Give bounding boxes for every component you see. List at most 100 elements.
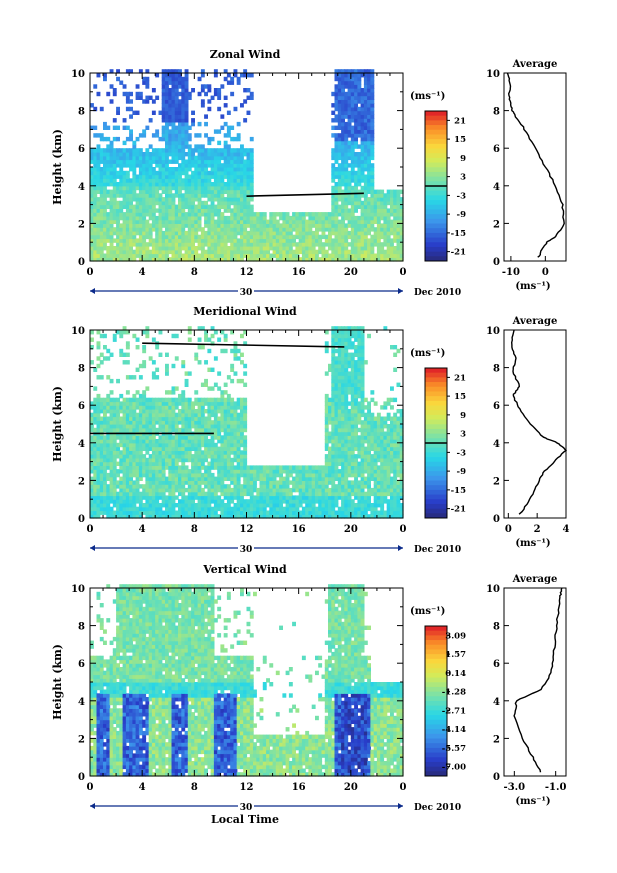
heatmap-cell [217, 397, 222, 403]
heatmap-cell [174, 487, 179, 493]
heatmap-cell [236, 431, 241, 436]
heatmap-cell [243, 200, 248, 206]
heatmap-cell [220, 200, 225, 206]
heatmap-cell [226, 152, 231, 157]
heatmap-cell [174, 80, 179, 85]
heatmap-cell [96, 219, 101, 224]
heatmap-cell [122, 193, 127, 198]
heatmap-cell [334, 91, 339, 97]
heatmap-cell [145, 450, 150, 455]
heatmap-cell [350, 200, 355, 206]
heatmap-cell [187, 503, 192, 508]
heatmap-cell [363, 121, 368, 127]
heatmap-cell [240, 178, 244, 183]
heatmap-cell [142, 246, 147, 251]
heatmap-cell [223, 69, 228, 74]
heatmap-cell [393, 215, 398, 221]
heatmap-cell [158, 152, 163, 157]
heatmap-cell [298, 227, 303, 232]
heatmap-cell [168, 193, 173, 198]
heatmap-cell [292, 238, 296, 243]
heatmap-cell [125, 163, 130, 168]
heatmap-cell [129, 499, 133, 504]
heatmap-cell [155, 197, 160, 202]
heatmap-cell [318, 503, 323, 508]
heatmap-cell [253, 487, 257, 493]
heatmap-cell [259, 480, 264, 485]
heatmap-cell [331, 197, 336, 202]
heatmap-cell [184, 80, 189, 85]
colorbar-step [425, 251, 447, 257]
heatmap-cell [93, 204, 98, 209]
heatmap-cell [282, 469, 287, 474]
heatmap-cell [200, 212, 205, 217]
heatmap-cell [119, 352, 124, 357]
heatmap-cell [236, 76, 241, 82]
heatmap-cell [318, 465, 323, 470]
heatmap-cell [233, 204, 238, 209]
heatmap-cell [99, 223, 104, 228]
heatmap-cell [210, 238, 215, 243]
heatmap-cell [390, 204, 394, 209]
heatmap-cell [298, 480, 303, 485]
heatmap-cell [129, 495, 133, 500]
y-tick-label: 8 [78, 107, 85, 118]
heatmap-cell [262, 249, 267, 255]
heatmap-cell [96, 341, 101, 346]
heatmap-cell [226, 495, 231, 500]
heatmap-cell [125, 446, 130, 451]
heatmap-cell [158, 185, 163, 191]
heatmap-cell [357, 170, 362, 176]
heatmap-cell [178, 230, 182, 236]
heatmap-cell [171, 193, 176, 198]
heatmap-cell [324, 446, 329, 451]
heatmap-cell [93, 219, 98, 224]
heatmap-cell [168, 152, 173, 157]
heatmap-cell [174, 457, 179, 463]
heatmap-cell [380, 227, 385, 232]
heatmap-cell [145, 405, 150, 410]
heatmap-cell [181, 503, 186, 508]
heatmap-cell [298, 465, 303, 470]
heatmap-cell [226, 246, 231, 251]
heatmap-cell [155, 95, 160, 100]
heatmap-cell [106, 409, 111, 414]
heatmap-cell [122, 409, 127, 414]
heatmap-cell [138, 435, 143, 440]
heatmap-cell [243, 446, 248, 451]
heatmap-cell [367, 182, 371, 187]
heatmap-cell [213, 178, 218, 183]
x-tick-label: 4 [139, 267, 146, 278]
heatmap-cell [158, 480, 163, 485]
heatmap-cell [220, 212, 225, 217]
heatmap-cell [350, 155, 355, 161]
heatmap-cell [184, 397, 189, 403]
heatmap-cell [301, 472, 306, 478]
heatmap-cell [399, 223, 404, 228]
heatmap-cell [288, 227, 293, 232]
heatmap-cell [174, 76, 179, 82]
heatmap-cell [184, 439, 189, 444]
heatmap-cell [158, 510, 163, 515]
heatmap-cell [112, 491, 117, 497]
heatmap-cell [347, 215, 352, 221]
heatmap-cell [292, 242, 296, 247]
heatmap-cell [399, 257, 404, 262]
heatmap-cell [132, 163, 137, 168]
heatmap-cell [259, 238, 264, 243]
heatmap-cell [125, 219, 130, 224]
heatmap-cell [99, 472, 104, 478]
heatmap-cell [194, 197, 199, 202]
heatmap-cell [125, 227, 130, 232]
heatmap-cell [103, 465, 107, 470]
heatmap-cell [370, 106, 375, 112]
heatmap-cell [226, 503, 231, 508]
heatmap-cell [262, 506, 267, 512]
heatmap-cell [200, 487, 205, 493]
heatmap-cell [204, 185, 208, 191]
heatmap-cell [122, 506, 127, 512]
heatmap-cell [311, 514, 316, 519]
heatmap-cell [367, 257, 371, 262]
heatmap-cell [350, 99, 355, 104]
heatmap-cell [151, 185, 156, 191]
